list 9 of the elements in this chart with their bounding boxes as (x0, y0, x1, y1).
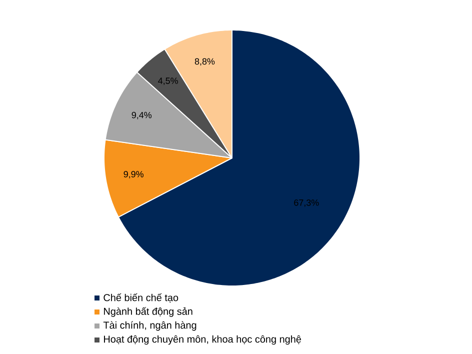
data-label: 4,5% (158, 78, 178, 85)
legend-label: Tài chính, ngân hàng (103, 321, 196, 331)
data-label: 67,3% (294, 199, 319, 207)
data-label: 8,8% (194, 58, 215, 66)
data-label: 9,4% (132, 112, 152, 120)
legend-label: Hoạt động chuyên môn, khoa học công nghệ (104, 335, 302, 345)
legend-label: Ngành bất động sản (104, 307, 192, 317)
legend-label: Chế biến chế tạo (104, 293, 178, 303)
data-label: 9,9% (124, 171, 144, 178)
